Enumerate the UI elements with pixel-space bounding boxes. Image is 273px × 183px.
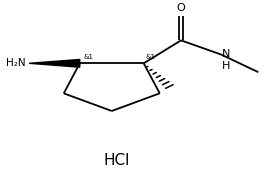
Text: &1: &1	[146, 54, 156, 60]
Text: HCl: HCl	[104, 153, 130, 168]
Text: H₂N: H₂N	[5, 58, 25, 68]
Text: H: H	[222, 61, 231, 71]
Text: N: N	[222, 49, 231, 59]
Polygon shape	[29, 59, 80, 67]
Text: &1: &1	[84, 54, 94, 60]
Text: O: O	[177, 3, 185, 13]
